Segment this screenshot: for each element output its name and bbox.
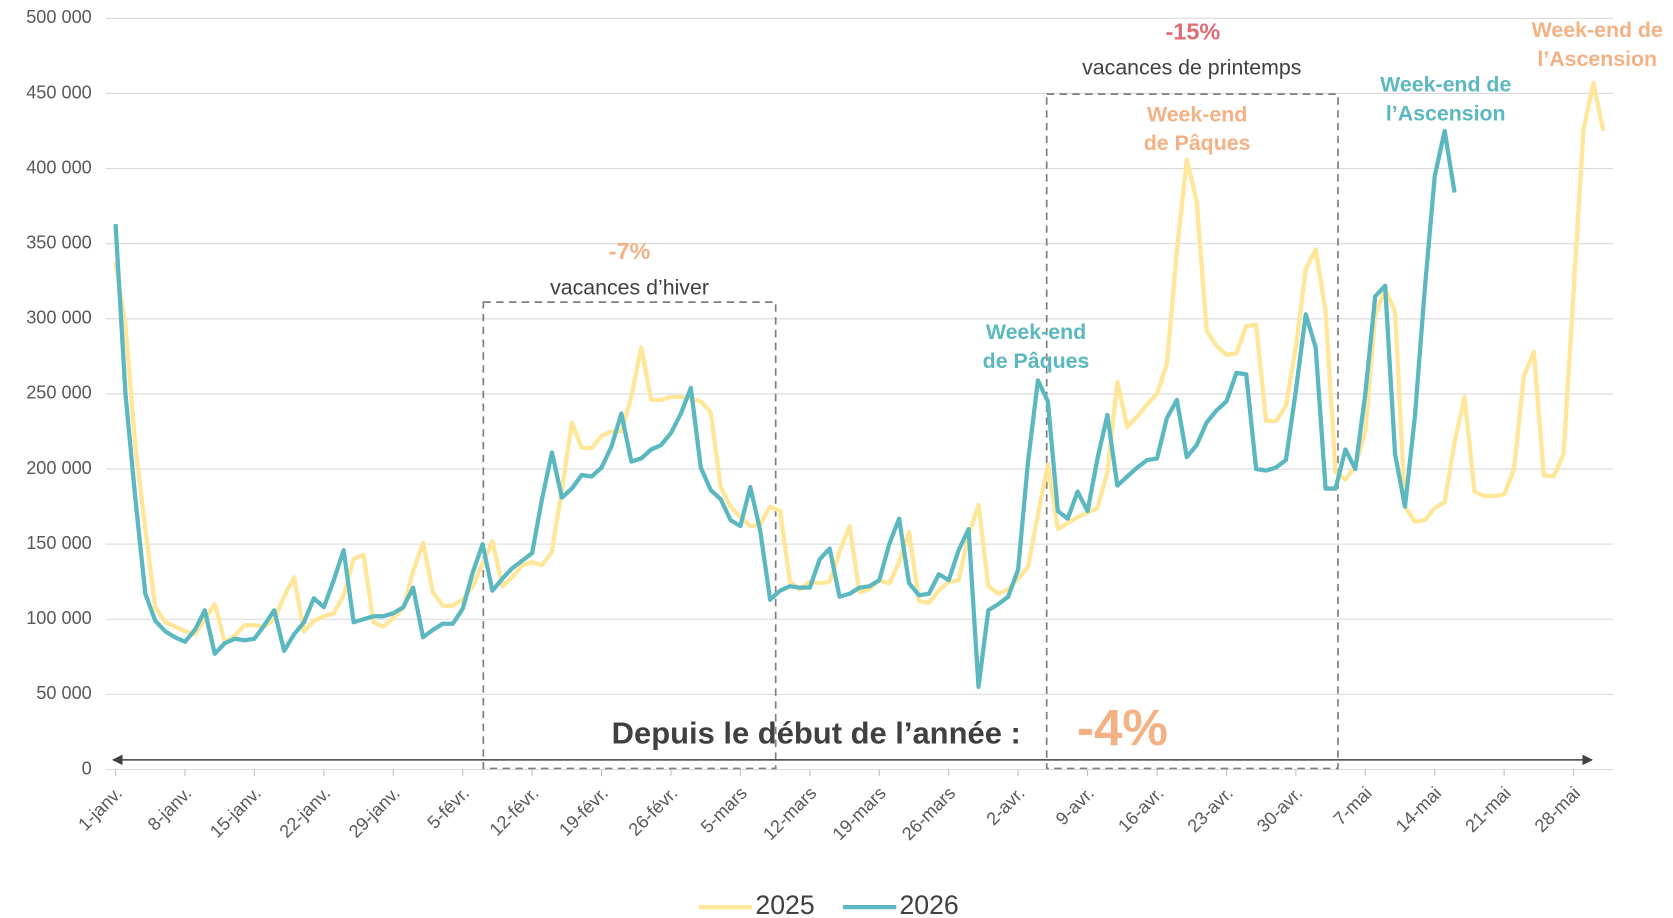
annotation-line: -7% bbox=[609, 238, 651, 264]
x-tick-label: 19-févr. bbox=[555, 783, 612, 840]
x-tick-label: 29-janv. bbox=[345, 783, 404, 842]
x-tick-label: 14-mai bbox=[1392, 783, 1445, 836]
x-tick-label: 30-avr. bbox=[1253, 783, 1306, 836]
annotation-line: Depuis le début de l’année : bbox=[612, 716, 1021, 751]
legend: 2025 2026 bbox=[698, 890, 959, 918]
y-tick-label: 50 000 bbox=[36, 683, 91, 703]
x-tick-label: 16-avr. bbox=[1114, 783, 1167, 836]
y-tick-label: 300 000 bbox=[26, 308, 92, 328]
annotation-line: de Pâques bbox=[1144, 131, 1251, 155]
annotation-line: Week-end de bbox=[1380, 72, 1511, 96]
annotation: vacances d’hiver bbox=[550, 275, 709, 299]
annotation: Week-end de Pâques bbox=[983, 320, 1090, 373]
lines bbox=[113, 80, 1606, 690]
x-tick-label: 22-janv. bbox=[276, 783, 335, 842]
annotation: Depuis le début de l’année : bbox=[612, 716, 1021, 751]
y-tick-label: 250 000 bbox=[26, 383, 92, 403]
y-tick-label: 0 bbox=[82, 758, 92, 778]
x-tick-label: 12-mars bbox=[759, 783, 820, 844]
y-tick-label: 350 000 bbox=[26, 232, 92, 252]
x-tick-label: 2-avr. bbox=[982, 783, 1028, 829]
annotation-line: -15% bbox=[1165, 18, 1220, 44]
annotations: -7% vacances d’hiver -15% vacances de print… bbox=[550, 18, 1663, 756]
annotation: Week-end de Pâques bbox=[1144, 102, 1251, 155]
legend-label: 2025 bbox=[755, 890, 814, 918]
winter-holiday-box bbox=[482, 301, 777, 770]
x-tick-label: 23-avr. bbox=[1184, 783, 1237, 836]
x-tick-label: 9-avr. bbox=[1052, 783, 1098, 829]
annotation: vacances de printemps bbox=[1082, 55, 1301, 79]
series-line bbox=[113, 80, 1606, 644]
x-tick-label: 12-févr. bbox=[486, 783, 543, 840]
annotation-line: vacances de printemps bbox=[1082, 55, 1301, 79]
x-tick-label: 7-mai bbox=[1330, 783, 1376, 829]
annotation: -7% bbox=[609, 238, 651, 264]
annotation-line: Week-end bbox=[1147, 102, 1247, 126]
series-line bbox=[113, 128, 1457, 690]
x-tick-label: 15-janv. bbox=[206, 783, 265, 842]
y-tick-label: 200 000 bbox=[26, 458, 92, 478]
x-tick-label: 5-mars bbox=[697, 783, 751, 837]
annotation-line: l’Ascension bbox=[1537, 47, 1657, 71]
y-tick-label: 400 000 bbox=[26, 157, 92, 177]
annotation-line: de Pâques bbox=[983, 349, 1090, 373]
annotation: Week-end de l’Ascension bbox=[1532, 18, 1663, 71]
annotation: Week-end de l’Ascension bbox=[1380, 72, 1511, 125]
x-tick-label: 8-janv. bbox=[144, 783, 196, 835]
annotation-line: Week-end bbox=[986, 320, 1086, 344]
y-tick-label: 450 000 bbox=[26, 82, 92, 102]
y-tick-label: 100 000 bbox=[26, 608, 92, 628]
spring-holiday-box bbox=[1045, 93, 1339, 770]
y-tick-label: 500 000 bbox=[26, 7, 92, 27]
x-tick-label: 1-janv. bbox=[74, 783, 126, 835]
annotation: -15% bbox=[1165, 18, 1220, 44]
x-tick-label: 26-févr. bbox=[625, 783, 682, 840]
annotation-line: vacances d’hiver bbox=[550, 275, 709, 299]
x-tick-label: 21-mai bbox=[1461, 783, 1514, 836]
x-tick-label: 26-mars bbox=[898, 783, 959, 844]
x-tick-label: 19-mars bbox=[829, 783, 890, 844]
annotation-line: -4% bbox=[1077, 699, 1168, 756]
y-tick-label: 150 000 bbox=[26, 533, 92, 553]
x-tick-label: 5-févr. bbox=[423, 783, 473, 833]
annotation-line: l’Ascension bbox=[1386, 101, 1506, 125]
annotation-line: Week-end de bbox=[1532, 18, 1663, 42]
x-tick-label: 28-mai bbox=[1531, 783, 1584, 836]
legend-label: 2026 bbox=[899, 890, 958, 918]
annotation: -4% bbox=[1077, 699, 1168, 756]
